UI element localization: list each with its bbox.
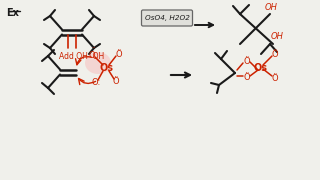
Text: Ö: Ö	[272, 73, 278, 82]
Text: OsO4, H2O2: OsO4, H2O2	[145, 15, 189, 21]
Text: ¨: ¨	[91, 48, 95, 54]
Text: Ö: Ö	[116, 50, 122, 59]
Text: Ö: Ö	[113, 76, 119, 86]
Text: Ö: Ö	[244, 73, 250, 82]
Text: O: O	[89, 51, 95, 60]
Text: Ex: Ex	[7, 8, 20, 18]
FancyBboxPatch shape	[141, 10, 193, 26]
Text: O:: O:	[92, 78, 100, 87]
Text: OH: OH	[265, 3, 277, 12]
Text: Ö: Ö	[244, 57, 250, 66]
Text: Os: Os	[99, 63, 113, 73]
Ellipse shape	[85, 52, 111, 74]
Text: OH: OH	[271, 31, 284, 40]
Text: Os: Os	[254, 63, 268, 73]
Text: Ö: Ö	[272, 50, 278, 59]
Text: Add OH  OH: Add OH OH	[59, 51, 104, 60]
